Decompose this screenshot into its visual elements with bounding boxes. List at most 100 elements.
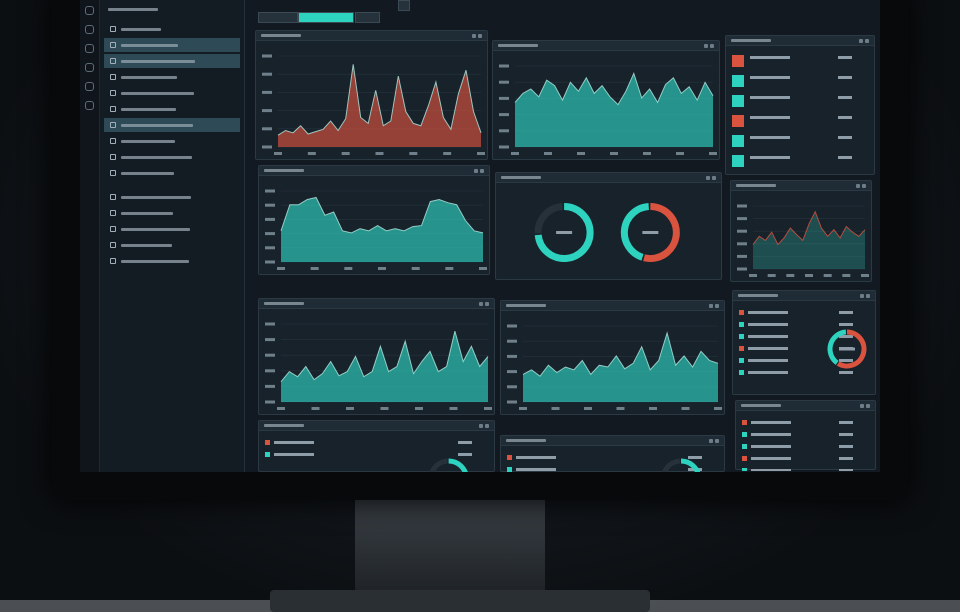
chart [507, 455, 702, 472]
sidebar-item[interactable] [104, 238, 240, 252]
y-tick-label [507, 339, 517, 343]
sidebar-item[interactable] [104, 70, 240, 84]
dashboard-panel [500, 300, 725, 415]
panel-controls[interactable] [860, 293, 870, 298]
search-icon[interactable] [85, 6, 94, 15]
panel-controls[interactable] [472, 33, 482, 38]
panel-header [259, 166, 489, 176]
list-item-value [839, 469, 853, 471]
list-item-value [839, 323, 853, 326]
sidebar-item[interactable] [104, 118, 240, 132]
panel-header [256, 31, 487, 41]
panel-controls[interactable] [706, 175, 716, 180]
panel-title [506, 439, 546, 442]
donut-slice [827, 329, 847, 365]
check-icon [110, 242, 116, 248]
sidebar-item-label [121, 59, 195, 63]
x-tick-label [616, 407, 625, 410]
settings-icon[interactable] [85, 82, 94, 91]
y-tick-label [265, 232, 275, 236]
tab-active[interactable] [298, 12, 354, 23]
x-tick-label [676, 152, 684, 155]
sidebar-item[interactable] [104, 134, 240, 148]
x-tick-label [805, 274, 813, 277]
panel-controls[interactable] [859, 38, 869, 43]
list-item-value [838, 156, 852, 159]
sidebar-item[interactable] [104, 54, 240, 68]
sidebar-item-label [121, 155, 192, 159]
sidebar-item[interactable] [104, 206, 240, 220]
panel-title [731, 39, 771, 42]
list-item-text [750, 96, 790, 99]
list-item-text [750, 56, 790, 59]
list-icon [110, 138, 116, 144]
chart [507, 324, 722, 410]
list-icon [110, 106, 116, 112]
sidebar-item[interactable] [104, 86, 240, 100]
y-tick-label [499, 64, 509, 68]
y-tick-label [262, 109, 272, 113]
list-item-text [748, 311, 788, 314]
globe-icon[interactable] [85, 25, 94, 34]
panel-controls[interactable] [704, 43, 714, 48]
panel-header [259, 421, 494, 431]
area-series [523, 332, 718, 402]
tab[interactable] [355, 12, 380, 23]
chart [534, 203, 680, 262]
tab[interactable] [258, 12, 298, 23]
list-item-value [838, 56, 852, 59]
panel-controls[interactable] [860, 403, 870, 408]
list-item-icon [265, 452, 270, 457]
donut-label [839, 347, 855, 351]
eye-icon[interactable] [85, 63, 94, 72]
series-line [280, 196, 484, 234]
y-tick-label [265, 203, 275, 207]
panel-controls[interactable] [709, 438, 719, 443]
search-icon[interactable] [85, 44, 94, 53]
x-tick-label [577, 152, 585, 155]
file-icon[interactable] [85, 101, 94, 110]
x-tick-label [411, 267, 420, 270]
list-item-icon [507, 455, 512, 460]
sidebar-item[interactable] [104, 222, 240, 236]
y-tick-label [737, 204, 747, 208]
x-tick-label [584, 407, 592, 410]
panel-controls[interactable] [474, 168, 484, 173]
list-item-value [838, 76, 852, 79]
list-item-text [751, 433, 791, 436]
panel-controls[interactable] [479, 423, 489, 428]
panel-controls[interactable] [709, 303, 719, 308]
list-item-icon [739, 358, 744, 363]
top-button[interactable] [398, 0, 410, 11]
list-item-value [839, 311, 853, 314]
y-tick-label [265, 384, 275, 388]
x-tick-label [767, 274, 776, 277]
panel-controls[interactable] [479, 301, 489, 306]
x-tick-label [786, 274, 795, 277]
sidebar-item[interactable] [104, 166, 240, 180]
sidebar-item[interactable] [104, 254, 240, 268]
x-tick-label [445, 267, 454, 270]
sidebar-item[interactable] [104, 190, 240, 204]
x-tick-label [681, 407, 690, 410]
sidebar-item[interactable] [104, 38, 240, 52]
circle-icon [110, 26, 116, 32]
sidebar-item[interactable] [104, 102, 240, 116]
y-tick-label [499, 80, 509, 84]
panel-header [493, 41, 719, 51]
series-line [752, 210, 866, 246]
x-tick-label [610, 152, 618, 155]
x-tick-label [341, 152, 350, 155]
y-tick-label [737, 217, 747, 221]
sidebar-item[interactable] [104, 150, 240, 164]
panel-controls[interactable] [856, 183, 866, 188]
sidebar-item-label [121, 195, 191, 199]
y-tick-label [265, 400, 275, 404]
play-icon [110, 42, 116, 48]
x-tick-label [842, 274, 851, 277]
dashboard-panel [258, 420, 495, 472]
sidebar-item-label [121, 27, 161, 31]
grid-icon [110, 170, 116, 176]
sidebar-item[interactable] [104, 22, 240, 36]
chart [732, 55, 852, 167]
